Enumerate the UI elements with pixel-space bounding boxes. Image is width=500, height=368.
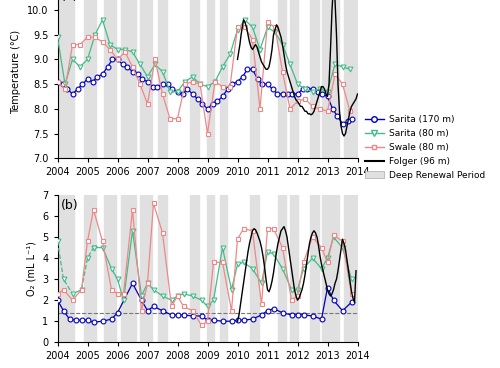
Bar <box>104 195 116 342</box>
Bar <box>322 0 339 158</box>
Bar <box>310 195 319 342</box>
Bar <box>206 0 214 158</box>
Legend: Sarita (170 m), Sarita (80 m), Swale (80 m), Folger (96 m), Deep Renewal Period: Sarita (170 m), Sarita (80 m), Swale (80… <box>364 115 485 180</box>
Bar <box>84 0 96 158</box>
Bar <box>220 0 227 158</box>
Bar <box>120 195 136 342</box>
Bar <box>58 195 74 342</box>
Bar <box>344 0 358 158</box>
Text: (b): (b) <box>60 199 78 212</box>
Bar <box>220 195 227 342</box>
Bar <box>158 195 167 342</box>
Bar <box>278 195 286 342</box>
Bar <box>140 0 152 158</box>
Bar <box>104 0 116 158</box>
Bar <box>278 0 286 158</box>
Bar <box>250 195 259 342</box>
Y-axis label: Temperature (°C): Temperature (°C) <box>12 30 22 114</box>
Bar <box>190 0 199 158</box>
Bar <box>250 0 259 158</box>
Bar <box>84 195 96 342</box>
Bar <box>322 195 339 342</box>
Bar <box>290 0 298 158</box>
Bar <box>58 0 74 158</box>
Bar <box>120 0 136 158</box>
Bar <box>310 0 319 158</box>
Bar <box>158 0 167 158</box>
Bar <box>206 195 214 342</box>
Bar <box>190 195 199 342</box>
Bar <box>290 195 298 342</box>
Text: (a): (a) <box>60 0 78 3</box>
Bar <box>344 195 358 342</box>
Bar <box>140 195 152 342</box>
Y-axis label: O₂ (mL L⁻¹): O₂ (mL L⁻¹) <box>26 241 36 296</box>
